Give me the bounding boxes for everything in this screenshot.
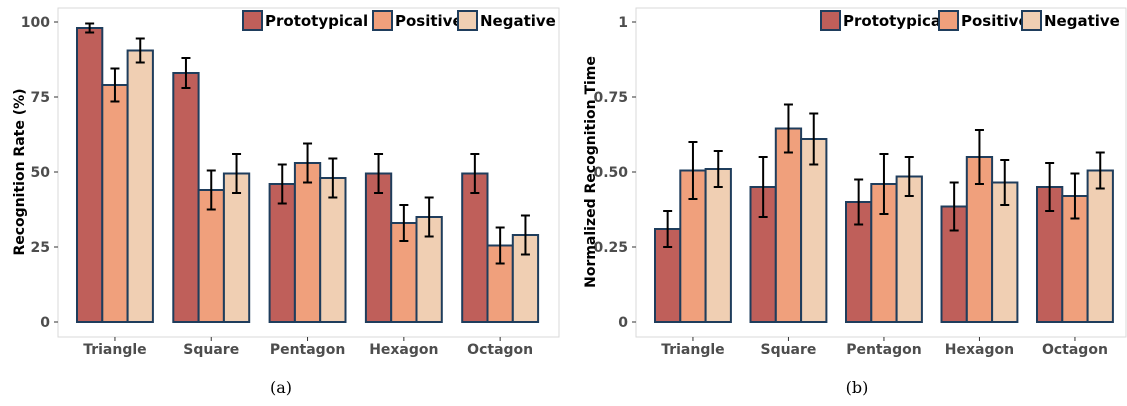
- legend-entry: Prototypical: [843, 12, 946, 30]
- bar: [101, 84, 129, 323]
- bar: [1086, 169, 1114, 323]
- x-tick-label: Octagon: [467, 342, 533, 358]
- bar: [461, 172, 489, 323]
- bar: [126, 49, 154, 323]
- legend-swatch: [242, 10, 263, 31]
- x-tick-label: Square: [183, 342, 239, 358]
- x-tick-label: Triangle: [83, 342, 146, 358]
- legend-swatch: [1021, 10, 1042, 31]
- figure-caption: (a): [270, 378, 292, 397]
- y-tick-label: 0: [618, 315, 628, 331]
- x-tick-label: Octagon: [1042, 342, 1108, 358]
- y-axis-label: Recognition Rate (%): [12, 88, 28, 255]
- y-tick-label: 1: [618, 15, 628, 31]
- legend-swatch: [457, 10, 478, 31]
- legend-entry: Positive: [961, 12, 1029, 30]
- bar: [319, 177, 347, 323]
- x-tick-label: Pentagon: [846, 342, 921, 358]
- y-tick-label: 0.75: [593, 90, 628, 106]
- y-tick-label: 25: [31, 240, 50, 256]
- bar: [774, 127, 803, 323]
- chart-panel-1: 0 0.25 0.50 0.75 1 Normalized Recognition Tim…: [583, 7, 1127, 397]
- bar: [800, 138, 828, 323]
- y-tick-label: 0.50: [593, 165, 628, 181]
- y-tick-label: 75: [31, 90, 50, 106]
- x-tick-label: Pentagon: [270, 342, 345, 358]
- bar: [222, 172, 251, 323]
- legend-swatch: [372, 10, 393, 31]
- x-tick-label: Square: [760, 342, 816, 358]
- bar: [268, 183, 296, 323]
- y-tick-label: 0.25: [593, 240, 628, 256]
- figure-caption: (b): [846, 378, 869, 397]
- y-axis-label: Normalized Recognition Time: [583, 56, 599, 288]
- y-tick-label: 50: [31, 165, 51, 181]
- x-tick-label: Triangle: [661, 342, 724, 358]
- legend-entry: Negative: [480, 12, 556, 30]
- bar: [704, 168, 732, 323]
- legend-entry: Negative: [1044, 12, 1120, 30]
- y-tick-label: 100: [21, 15, 50, 31]
- legend-entry: Prototypical: [265, 12, 368, 30]
- x-tick-label: Hexagon: [369, 342, 438, 358]
- legend-swatch: [938, 10, 959, 31]
- bar: [895, 175, 923, 323]
- x-tick-label: Hexagon: [945, 342, 1014, 358]
- bar: [364, 172, 393, 323]
- legend-swatch: [820, 10, 841, 31]
- y-tick-label: 0: [40, 315, 50, 331]
- bar: [293, 162, 322, 323]
- bar: [76, 27, 104, 323]
- bar: [172, 72, 200, 323]
- chart-panel-0: 0 25 50 75 100 Recognition Rate (%) Triangle Sq…: [12, 7, 560, 397]
- legend-entry: Positive: [395, 12, 463, 30]
